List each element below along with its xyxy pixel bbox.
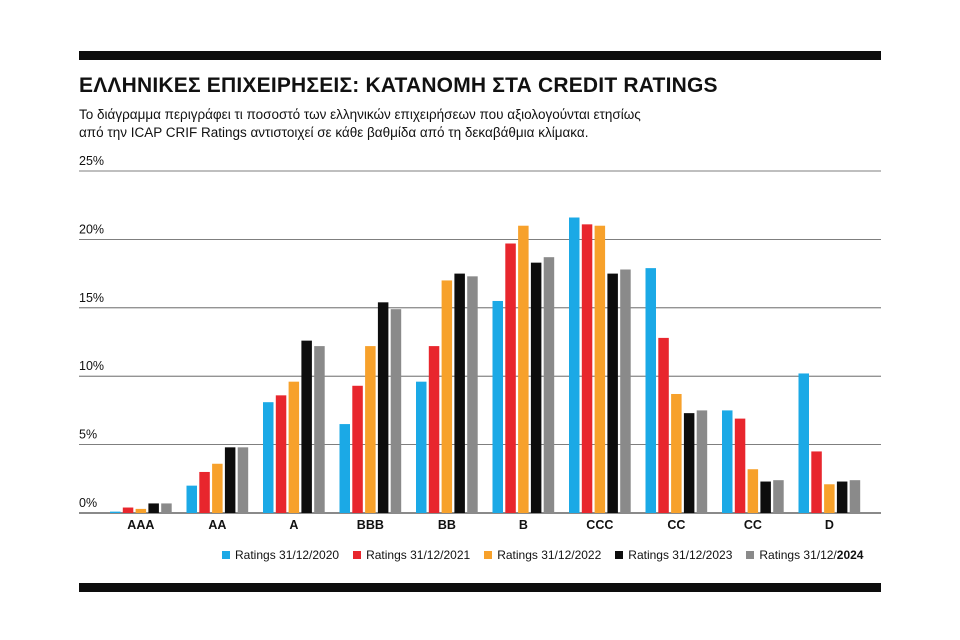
bar	[569, 217, 580, 513]
bar	[441, 280, 453, 513]
bar	[122, 507, 134, 513]
bar	[199, 471, 210, 513]
bar	[581, 224, 593, 514]
bar	[467, 276, 478, 513]
y-tick-label: 10%	[79, 359, 104, 373]
bar	[798, 373, 809, 513]
bar	[224, 447, 236, 513]
bar	[314, 346, 325, 513]
y-tick-label: 15%	[79, 291, 104, 305]
bar	[658, 337, 669, 513]
x-tick-label: AA	[208, 518, 226, 532]
bar	[263, 402, 274, 513]
bar	[518, 225, 529, 513]
x-tick-label: BB	[438, 518, 456, 532]
y-tick-label: 5%	[79, 428, 97, 442]
bar	[492, 300, 503, 513]
legend-label-2024-prefix: Ratings 31/12/	[759, 548, 837, 562]
bar	[543, 257, 555, 513]
legend-swatch-2022	[484, 551, 493, 559]
bar	[428, 346, 440, 513]
bar	[530, 262, 542, 513]
y-tick-label: 0%	[79, 496, 97, 510]
bar	[237, 447, 249, 513]
bar	[811, 451, 822, 513]
top-rule	[79, 51, 881, 60]
bar	[110, 511, 121, 513]
legend: Ratings 31/12/2020 Ratings 31/12/2021 Ra…	[222, 548, 863, 562]
y-tick-label: 20%	[79, 222, 104, 236]
y-tick-label: 25%	[79, 154, 104, 168]
legend-item-2020: Ratings 31/12/2020	[222, 548, 339, 562]
bar	[760, 481, 771, 513]
legend-label-2022: Ratings 31/12/2022	[497, 548, 602, 562]
subtitle-line-1: Το διάγραμμα περιγράφει τι ποσοστό των ε…	[79, 107, 641, 122]
bar	[186, 485, 197, 513]
bar	[683, 413, 695, 513]
bar	[212, 463, 223, 513]
legend-swatch-2023	[615, 551, 624, 559]
bar	[148, 503, 159, 513]
legend-label-2021: Ratings 31/12/2021	[366, 548, 471, 562]
bar	[390, 309, 402, 513]
legend-label-2024-year: 2024	[836, 548, 864, 562]
bar	[135, 508, 147, 513]
bar	[722, 410, 733, 513]
bar	[607, 273, 618, 513]
legend-label-2020: Ratings 31/12/2020	[235, 548, 340, 562]
bar	[454, 273, 465, 513]
bar	[377, 302, 389, 513]
legend-item-2024: Ratings 31/12/2024	[746, 548, 863, 562]
bar	[505, 243, 516, 513]
legend-item-2023: Ratings 31/12/2023	[615, 548, 732, 562]
legend-swatch-2020	[222, 551, 230, 559]
bottom-rule	[79, 583, 881, 592]
bar	[747, 469, 759, 513]
legend-label-2024: Ratings 31/12/2024	[759, 548, 863, 562]
legend-label-2023: Ratings 31/12/2023	[628, 548, 733, 562]
bar	[161, 503, 172, 513]
x-tick-label: CCC	[586, 518, 613, 532]
bar	[365, 346, 376, 513]
bar	[696, 410, 708, 513]
x-tick-label: AAA	[127, 518, 154, 532]
bar	[773, 480, 784, 513]
x-tick-label: D	[825, 518, 834, 532]
legend-item-2021: Ratings 31/12/2021	[353, 548, 470, 562]
bar	[671, 393, 682, 513]
x-tick-label: B	[519, 518, 528, 532]
chart-subtitle: Το διάγραμμα περιγράφει τι ποσοστό των ε…	[79, 106, 739, 142]
bar	[594, 225, 606, 513]
bar	[275, 395, 287, 513]
bar	[824, 484, 835, 513]
chart-title: ΕΛΛΗΝΙΚΕΣ ΕΠΙΧΕΙΡΗΣΕΙΣ: ΚΑΤΑΝΟΜΗ ΣΤΑ CRE…	[79, 74, 718, 97]
bar	[734, 418, 746, 513]
x-tick-label: CC	[667, 518, 685, 532]
bar	[339, 424, 350, 513]
legend-swatch-2024	[746, 551, 755, 559]
legend-swatch-2021	[353, 551, 362, 559]
bar	[836, 481, 848, 513]
bar	[645, 268, 656, 513]
x-tick-label: CC	[744, 518, 762, 532]
bar	[620, 269, 631, 513]
x-tick-label: A	[289, 518, 298, 532]
legend-item-2022: Ratings 31/12/2022	[484, 548, 601, 562]
bar	[301, 340, 312, 513]
bar	[849, 480, 861, 513]
bar	[288, 381, 300, 513]
subtitle-line-2: από την ICAP CRIF Ratings αντιστοιχεί σε…	[79, 125, 589, 140]
bar	[416, 381, 427, 513]
bar	[352, 385, 363, 513]
x-tick-label: BBB	[357, 518, 384, 532]
